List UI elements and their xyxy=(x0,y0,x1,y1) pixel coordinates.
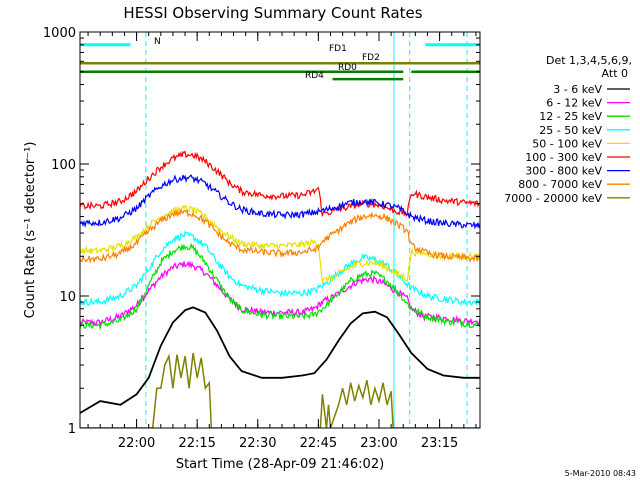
chart-title: HESSI Observing Summary Count Rates xyxy=(123,4,422,22)
legend-label: 12 - 25 keV xyxy=(539,110,602,123)
series-line-2 xyxy=(80,242,480,331)
y-tick-label: 100 xyxy=(51,158,76,173)
x-tick-label: 22:00 xyxy=(118,436,155,451)
x-tick-label: 22:30 xyxy=(239,436,276,451)
y-tick-label: 1000 xyxy=(43,26,76,41)
legend-title-line-2: Att 0 xyxy=(602,67,628,80)
x-tick-label: 23:15 xyxy=(421,436,458,451)
plot-area: N FD1 FD2 RD0 RD4 xyxy=(80,32,480,428)
plot-content xyxy=(80,32,480,428)
legend-label: 3 - 6 keV xyxy=(553,83,602,96)
legend-label: 300 - 800 keV xyxy=(525,165,602,178)
annotation-rd0: RD0 xyxy=(338,63,357,73)
series-line-7 xyxy=(80,207,480,265)
axes: 22:00 22:15 22:30 22:45 23:00 23:15 1 10 100 1000 xyxy=(43,26,481,451)
series-line-6 xyxy=(80,174,480,230)
legend-label: 25 - 50 keV xyxy=(539,124,602,137)
series-line-3 xyxy=(80,230,480,307)
x-tick-label: 22:45 xyxy=(300,436,337,451)
y-axis-label: Count Rate (s⁻¹ detector⁻¹) xyxy=(23,142,38,319)
y-tick-label: 1 xyxy=(68,422,76,437)
legend-label: 7000 - 20000 keV xyxy=(504,192,602,205)
footer-timestamp: 5-Mar-2010 08:43 xyxy=(565,469,636,478)
legend-label: 6 - 12 keV xyxy=(546,97,602,110)
series-line-8 xyxy=(80,352,480,428)
annotation-fd1: FD1 xyxy=(329,44,347,54)
legend-label: 100 - 300 keV xyxy=(525,151,602,164)
x-axis-label: Start Time (28-Apr-09 21:46:02) xyxy=(176,457,384,472)
legend-label: 50 - 100 keV xyxy=(532,137,602,150)
annotation-fd2: FD2 xyxy=(362,53,380,63)
series-line-4 xyxy=(80,204,480,284)
series-line-5 xyxy=(80,150,480,218)
x-tick-label: 22:15 xyxy=(178,436,215,451)
annotation-rd4: RD4 xyxy=(305,71,324,81)
legend-label: 800 - 7000 keV xyxy=(518,178,602,191)
annotation-n: N xyxy=(154,37,161,47)
series-line-0 xyxy=(80,306,480,414)
plot-frame xyxy=(79,31,481,429)
x-tick-label: 23:00 xyxy=(360,436,397,451)
y-tick-label: 10 xyxy=(59,290,76,305)
legend-title-line-1: Det 1,3,4,5,6,9, xyxy=(546,54,632,67)
